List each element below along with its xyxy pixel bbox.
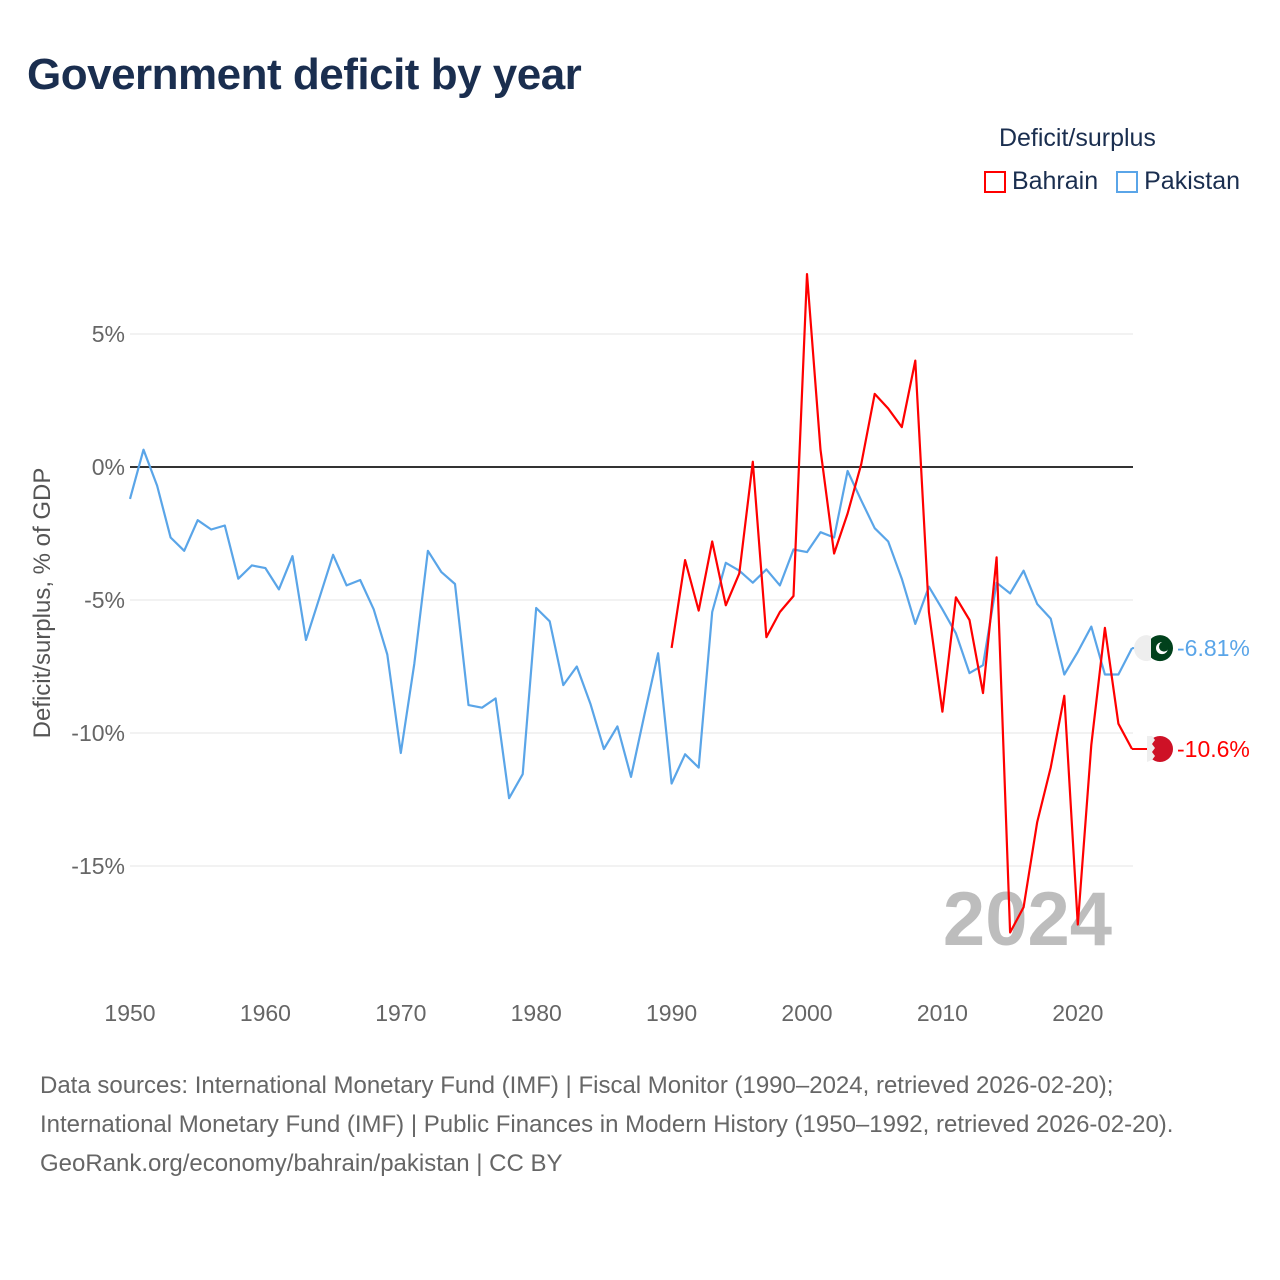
y-axis-label: Deficit/surplus, % of GDP bbox=[29, 468, 56, 739]
end-value-label-pakistan: -6.81% bbox=[1177, 635, 1250, 661]
data-sources-text: Data sources: International Monetary Fun… bbox=[40, 1072, 1174, 1138]
x-tick-label: 1950 bbox=[104, 1000, 155, 1026]
series-line-pakistan[interactable] bbox=[128, 448, 1133, 800]
license-text: | CC BY bbox=[469, 1150, 563, 1177]
legend-item-bahrain[interactable]: Bahrain bbox=[983, 167, 1099, 196]
sources: Data sources: International Monetary Fun… bbox=[40, 1066, 1240, 1183]
chart-title: Government deficit by year bbox=[27, 50, 582, 99]
bahrain-flag-icon bbox=[1147, 735, 1173, 762]
pakistan-flag-icon bbox=[1134, 635, 1173, 662]
legend-title: Deficit/surplus bbox=[998, 124, 1156, 152]
y-tick-label: 5% bbox=[92, 321, 125, 347]
x-tick-label: 2020 bbox=[1052, 1000, 1103, 1026]
x-tick-label: 1990 bbox=[646, 1000, 697, 1026]
x-tick-label: 1970 bbox=[375, 1000, 426, 1026]
legend-item-pakistan[interactable]: Pakistan bbox=[1116, 167, 1240, 196]
x-tick-label: 1960 bbox=[240, 1000, 291, 1026]
series-line-bahrain[interactable] bbox=[670, 273, 1133, 934]
x-tick-label: 2010 bbox=[917, 1000, 968, 1026]
source-link[interactable]: GeoRank.org/economy/bahrain/pakistan bbox=[40, 1150, 470, 1177]
line-chart: 5% 0% -5% -10% -15% 1950 1960 1970 1980 1990 2000 2… bbox=[29, 273, 1250, 1026]
x-tick-label: 1980 bbox=[511, 1000, 562, 1026]
y-tick-label: -5% bbox=[84, 587, 125, 613]
y-tick-label: -10% bbox=[71, 720, 125, 746]
y-tick-label: -15% bbox=[71, 853, 125, 879]
year-watermark: 2024 bbox=[943, 877, 1112, 962]
end-value-label-bahrain: -10.6% bbox=[1177, 736, 1250, 762]
legend-swatch-pakistan bbox=[1116, 170, 1139, 193]
y-tick-label: 0% bbox=[92, 454, 125, 480]
legend: Deficit/surplus Bahrain Pakistan bbox=[983, 124, 1240, 196]
legend-label: Bahrain bbox=[1011, 167, 1099, 195]
legend-swatch-bahrain bbox=[983, 170, 1006, 193]
legend-label: Pakistan bbox=[1144, 167, 1240, 195]
x-tick-label: 2000 bbox=[781, 1000, 832, 1026]
